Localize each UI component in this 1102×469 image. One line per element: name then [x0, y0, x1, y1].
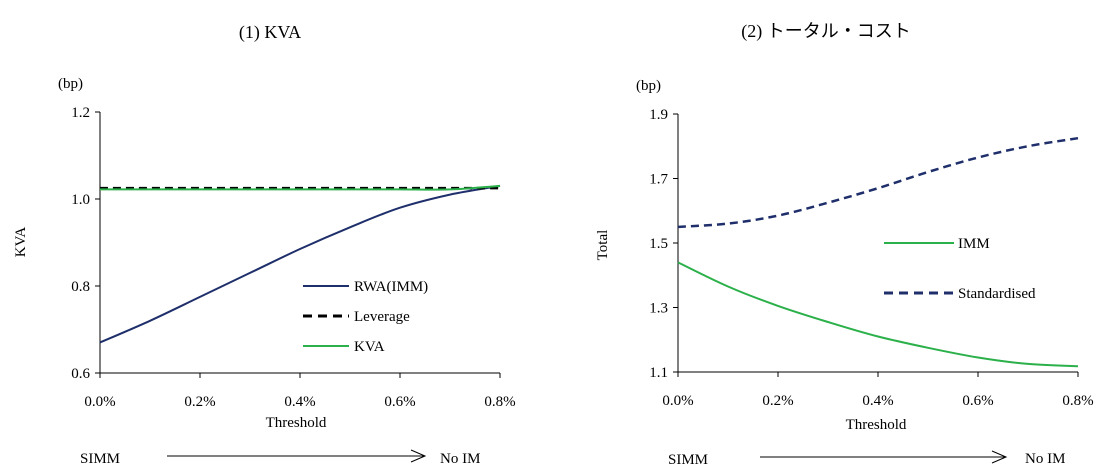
y-tick-label: 1.9	[649, 107, 668, 123]
arrow-head	[410, 449, 427, 463]
unit-label: (bp)	[58, 76, 83, 92]
legend-label: Leverage	[354, 309, 410, 325]
y-axis-label: Total	[595, 230, 611, 261]
y-tick-label: 0.6	[71, 366, 90, 382]
chart-2: (2) トータル・コスト (bp) Total Threshold 1.1 1.3 1.5 1…	[595, 21, 1094, 468]
y-axis-label: KVA	[13, 227, 29, 258]
x-tick-label: 0.0%	[662, 393, 693, 409]
legend-label: KVA	[354, 339, 385, 355]
x-axis-label: Threshold	[266, 415, 327, 431]
x-tick-label: 0.2%	[184, 394, 215, 410]
series-line-imm	[677, 261, 1079, 368]
series-line-standardised	[677, 136, 1079, 229]
x-tick-label: 0.0%	[84, 394, 115, 410]
series-line-rwa-imm-	[99, 184, 501, 344]
legend-label: Standardised	[958, 286, 1036, 302]
arrow-left-label: SIMM	[80, 451, 120, 467]
x-tick-label: 0.8%	[484, 394, 515, 410]
chart-1: (1) KVA (bp) KVA Threshold 0.6 0.8 1.0 1.2 0.0% 0…	[13, 22, 516, 467]
y-tick-label: 0.8	[71, 279, 90, 295]
x-tick-label: 0.6%	[962, 393, 993, 409]
y-tick-label: 1.2	[71, 105, 90, 121]
x-tick-label: 0.6%	[384, 394, 415, 410]
unit-label: (bp)	[636, 78, 661, 94]
series-line-kva	[100, 184, 501, 191]
y-tick-label: 1.1	[649, 365, 668, 381]
arrow-head	[991, 450, 1008, 464]
x-tick-label: 0.8%	[1062, 393, 1093, 409]
y-tick-label: 1.0	[71, 192, 90, 208]
arrow-left-label: SIMM	[668, 452, 708, 468]
x-tick-label: 0.4%	[862, 393, 893, 409]
legend-label: RWA(IMM)	[354, 279, 428, 295]
x-tick-label: 0.4%	[284, 394, 315, 410]
arrow-right-label: No IM	[440, 451, 480, 467]
x-tick-label: 0.2%	[762, 393, 793, 409]
y-tick-label: 1.7	[649, 172, 668, 188]
x-axis-label: Threshold	[846, 417, 907, 433]
arrow-right-label: No IM	[1025, 451, 1065, 467]
legend-label: IMM	[958, 236, 990, 252]
chart-title: (1) KVA	[239, 22, 301, 43]
y-tick-label: 1.3	[649, 301, 668, 317]
chart-title: (2) トータル・コスト	[741, 21, 911, 42]
y-tick-label: 1.5	[649, 236, 668, 252]
